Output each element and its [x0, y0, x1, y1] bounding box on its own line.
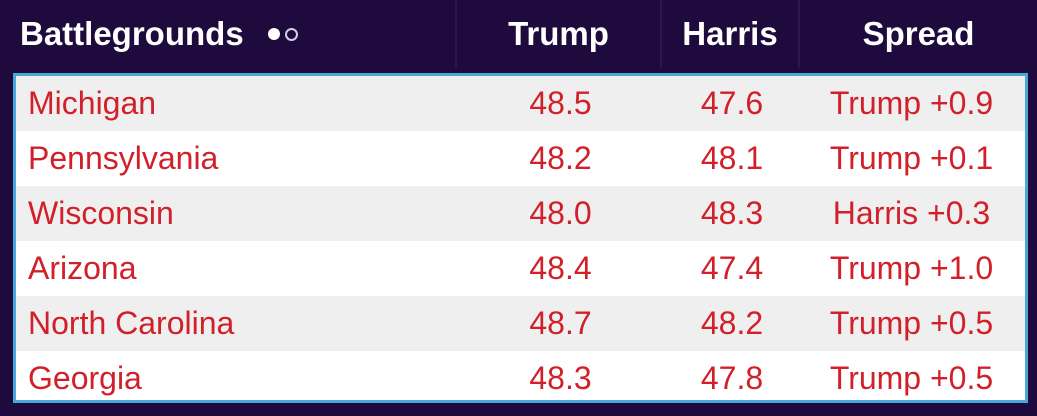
table-header: Battlegrounds Trump Harris Spread — [0, 0, 1037, 70]
harris-cell: 47.4 — [700, 250, 764, 286]
header-battlegrounds: Battlegrounds — [0, 0, 455, 68]
header-trump: Trump — [455, 0, 660, 68]
state-cell: Wisconsin — [28, 195, 174, 231]
harris-cell: 48.2 — [700, 305, 764, 341]
trump-cell: 48.2 — [529, 140, 592, 176]
state-cell: Arizona — [28, 250, 137, 286]
spread-cell: Trump +0.1 — [829, 140, 994, 176]
header-battlegrounds-label: Battlegrounds — [20, 15, 244, 52]
state-cell: North Carolina — [28, 305, 235, 341]
trump-cell: 48.4 — [529, 250, 592, 286]
table-row: Michigan 48.5 47.6 Trump +0.9 — [16, 76, 1025, 131]
table-row: Wisconsin 48.0 48.3 Harris +0.3 — [16, 186, 1025, 241]
trump-cell: 48.7 — [529, 305, 592, 341]
spread-cell: Trump +0.5 — [829, 360, 994, 396]
harris-cell: 47.8 — [700, 360, 764, 396]
table-row: North Carolina 48.7 48.2 Trump +0.5 — [16, 296, 1025, 351]
harris-cell: 48.1 — [700, 140, 764, 176]
header-harris: Harris — [660, 0, 798, 68]
table-row: Arizona 48.4 47.4 Trump +1.0 — [16, 241, 1025, 296]
table-row: Georgia 48.3 47.8 Trump +0.5 — [16, 351, 1025, 400]
header-spread: Spread — [798, 0, 1037, 68]
harris-cell: 48.3 — [700, 195, 764, 231]
spread-cell: Trump +1.0 — [829, 250, 994, 286]
state-cell: Georgia — [28, 360, 142, 396]
pager-dots — [267, 27, 298, 41]
table-row: Pennsylvania 48.2 48.1 Trump +0.1 — [16, 131, 1025, 186]
trump-cell: 48.0 — [529, 195, 592, 231]
state-cell: Pennsylvania — [28, 140, 219, 176]
pager-dot-active-icon[interactable] — [267, 28, 280, 40]
state-cell: Michigan — [28, 85, 157, 121]
spread-cell: Trump +0.5 — [829, 305, 994, 341]
trump-cell: 48.5 — [529, 85, 592, 121]
harris-cell: 47.6 — [700, 85, 764, 121]
spread-cell: Trump +0.9 — [829, 85, 994, 121]
trump-cell: 48.3 — [529, 360, 592, 396]
spread-cell: Harris +0.3 — [832, 195, 991, 231]
table-footer — [0, 405, 1037, 416]
table-body: Michigan 48.5 47.6 Trump +0.9 Pennsylvan… — [13, 73, 1028, 403]
pager-dot-inactive-icon[interactable] — [284, 27, 298, 41]
